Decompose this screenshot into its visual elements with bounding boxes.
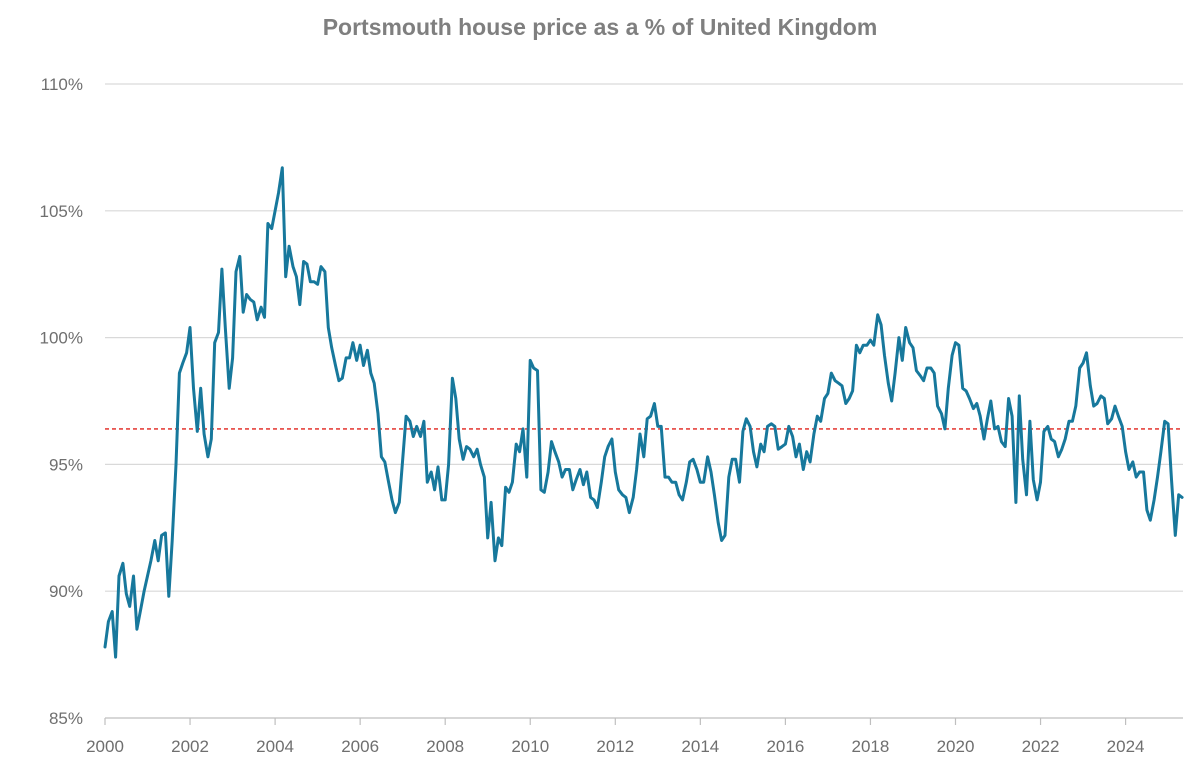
- chart-title: Portsmouth house price as a % of United …: [322, 14, 878, 40]
- gridlines: [105, 83, 1183, 592]
- x-tick-label: 2016: [766, 737, 804, 756]
- y-tick-label: 100%: [40, 329, 83, 348]
- axes: 85% 90% 95% 100% 105% 110% 2000 2002 2004 2006 200…: [40, 75, 1183, 756]
- x-tick-label: 2006: [341, 737, 379, 756]
- x-tick-label: 2018: [852, 737, 890, 756]
- x-tick-label: 2014: [681, 737, 719, 756]
- series-group: [103, 166, 1184, 659]
- series-line: [103, 166, 1184, 659]
- x-tick-label: 2020: [937, 737, 975, 756]
- x-tick-label: 2022: [1022, 737, 1060, 756]
- x-tick-label: 2002: [171, 737, 209, 756]
- x-tick-label: 2000: [86, 737, 124, 756]
- x-tick-label: 2008: [426, 737, 464, 756]
- y-tick-label: 90%: [49, 582, 83, 601]
- y-tick-label: 110%: [41, 75, 83, 94]
- y-tick-label: 105%: [40, 202, 83, 221]
- x-tick-label: 2024: [1107, 737, 1145, 756]
- x-tick-label: 2012: [596, 737, 634, 756]
- x-tick-label: 2010: [511, 737, 549, 756]
- y-tick-label: 95%: [49, 455, 83, 474]
- y-tick-label: 85%: [49, 709, 83, 728]
- x-tick-label: 2004: [256, 737, 294, 756]
